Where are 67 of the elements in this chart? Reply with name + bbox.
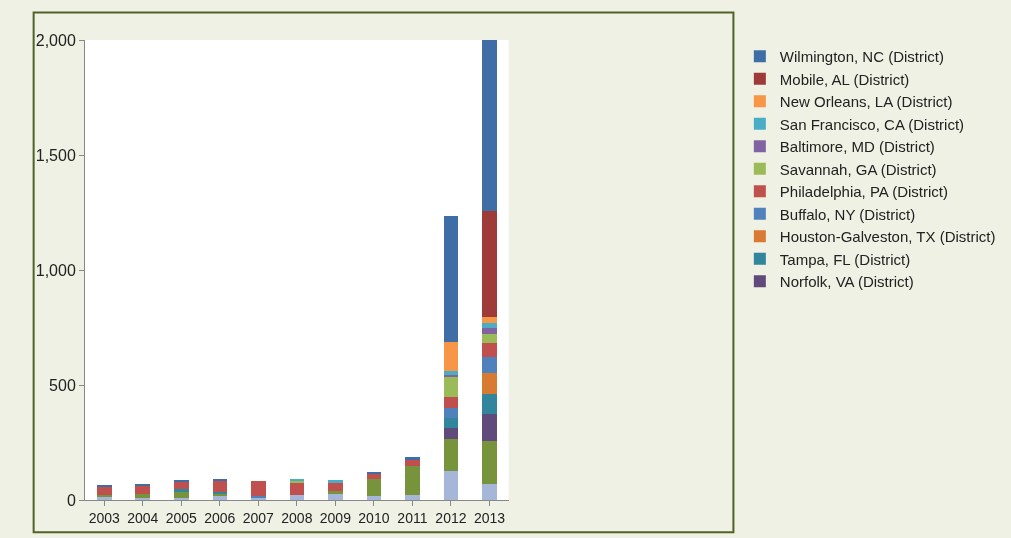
- bar: [328, 482, 343, 491]
- bar: [405, 457, 420, 460]
- y-tick-label: 1,500: [35, 146, 76, 164]
- x-tick-label: 2012: [435, 509, 467, 526]
- bar: [443, 438, 459, 472]
- bar: [482, 333, 497, 343]
- y-tick-label: 1,000: [35, 261, 76, 279]
- x-tick-label: 2007: [242, 509, 275, 526]
- bar: [328, 490, 343, 494]
- x-tick-label: 2005: [165, 509, 198, 526]
- bar: [443, 471, 459, 500]
- bar: [289, 483, 305, 495]
- bar: [251, 481, 266, 497]
- legend-label: Mobile, AL (District): [779, 70, 910, 88]
- bar: [405, 465, 420, 496]
- legend-label: Wilmington, NC (District): [779, 48, 945, 66]
- bar: [482, 393, 497, 415]
- bar: [443, 428, 459, 439]
- bar: [443, 408, 459, 419]
- y-tick-label: 0: [66, 491, 76, 509]
- legend-label: Buffalo, NY (District): [779, 205, 916, 223]
- bar: [212, 480, 228, 492]
- bar: [443, 216, 459, 342]
- bar: [443, 396, 459, 408]
- bar: [366, 479, 382, 497]
- bar: [173, 489, 189, 492]
- bar: [482, 356, 497, 374]
- x-tick-label: 2010: [358, 509, 390, 526]
- x-tick-label: 2008: [281, 509, 313, 526]
- x-tick-label: 2003: [88, 509, 121, 526]
- x-tick-label: 2006: [204, 509, 236, 526]
- bar: [443, 418, 459, 429]
- legend-label: Norfolk, VA (District): [779, 273, 914, 291]
- bar: [482, 322, 497, 329]
- bar: [482, 440, 497, 485]
- bar: [482, 317, 497, 323]
- bar: [173, 481, 189, 490]
- bar: [482, 414, 497, 441]
- bar: [405, 495, 420, 500]
- bar: [482, 40, 497, 212]
- bar: [482, 211, 497, 318]
- bar: [366, 496, 382, 500]
- bar: [135, 485, 151, 495]
- bar: [443, 377, 459, 397]
- y-tick-label: 500: [49, 376, 76, 394]
- x-tick-label: 2009: [319, 509, 352, 526]
- bar: [443, 341, 459, 372]
- bar: [482, 373, 497, 394]
- x-tick-label: 2004: [127, 509, 159, 526]
- bar: [328, 480, 343, 483]
- legend-label: New Orleans, LA (District): [779, 93, 953, 111]
- bar: [366, 471, 382, 474]
- legend-label: Baltimore, MD (District): [779, 138, 935, 156]
- legend-label: Savannah, GA (District): [779, 160, 937, 178]
- bar: [482, 342, 497, 357]
- bar: [482, 484, 497, 500]
- legend-label: Houston-Galveston, TX (District): [779, 228, 996, 246]
- bar: [289, 494, 305, 500]
- y-tick-label: 2,000: [35, 31, 76, 49]
- bar: [96, 486, 112, 495]
- legend-label: Tampa, FL (District): [779, 250, 911, 268]
- bar: [482, 328, 497, 334]
- x-tick-label: 2011: [397, 509, 428, 526]
- x-tick-label: 2013: [473, 509, 506, 526]
- legend-label: Philadelphia, PA (District): [779, 183, 948, 201]
- bar: [328, 493, 343, 500]
- legend-label: San Francisco, CA (District): [779, 115, 965, 133]
